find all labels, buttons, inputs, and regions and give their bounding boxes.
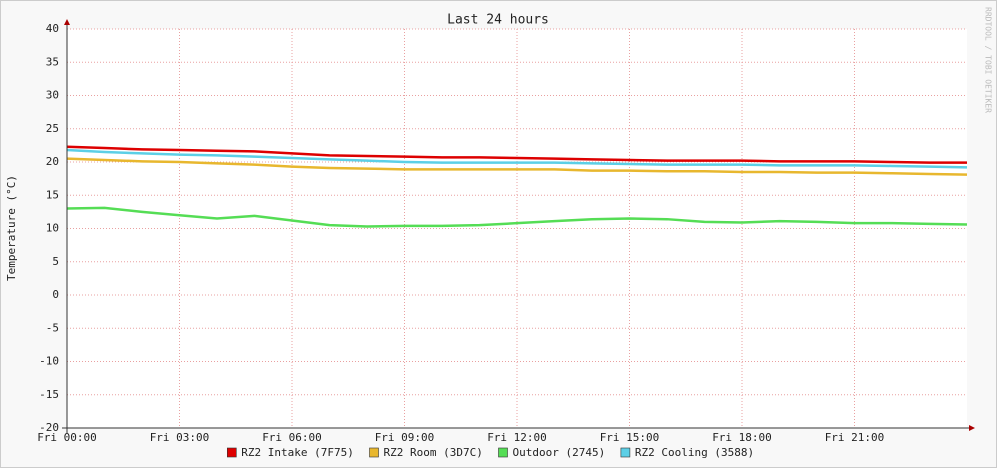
legend: RZ2 Intake (7F75) RZ2 Room (3D7C) Outdoor … (227, 446, 754, 459)
x-tick-label: Fri 15:00 (600, 431, 660, 444)
y-tick-label: 20 (46, 155, 59, 168)
legend-swatch (620, 447, 631, 458)
lines (66, 145, 968, 228)
y-axis-label: Temperature (°C) (5, 175, 18, 281)
legend-label: Outdoor (2745) (513, 446, 606, 459)
legend-swatch (227, 447, 237, 458)
grid (66, 28, 967, 429)
y-tick-label: 30 (46, 89, 59, 102)
series-line (66, 145, 967, 164)
x-arrow (969, 425, 975, 431)
y-tick-label: -20 (39, 421, 59, 434)
legend-label: RZ2 Room (3D7C) (384, 446, 483, 459)
legend-swatch (498, 447, 508, 458)
x-tick-label: Fri 03:00 (150, 431, 210, 444)
series-line (66, 206, 968, 228)
y-tick-label: -10 (39, 355, 59, 368)
y-tick-label: -5 (46, 321, 59, 334)
x-tick-label: Fri 00:00 (37, 431, 97, 444)
x-tick-label: Fri 12:00 (487, 431, 547, 444)
x-tick-label: Fri 21:00 (825, 431, 885, 444)
legend-swatch (369, 447, 379, 458)
y-tick-label: 25 (46, 122, 59, 135)
y-tick-label: 5 (52, 255, 59, 268)
y-tick-label: 40 (46, 22, 59, 35)
y-tick-label: -15 (39, 388, 59, 401)
y-tick-label: 10 (46, 222, 59, 235)
series-line (66, 148, 968, 169)
x-tick-label: Fri 09:00 (375, 431, 435, 444)
chart-title: Last 24 hours (447, 13, 549, 28)
x-tick-label: Fri 06:00 (262, 431, 322, 444)
y-tick-label: 35 (46, 55, 59, 68)
y-tick-label: 15 (46, 188, 59, 201)
y-arrow (64, 19, 70, 25)
y-tick-label: 0 (52, 288, 59, 301)
watermark: RRDTOOL / TOBI OETIKER (984, 7, 993, 113)
legend-label: RZ2 Intake (7F75) (241, 446, 354, 459)
x-tick-label: Fri 18:00 (712, 431, 772, 444)
series-line (66, 157, 968, 176)
legend-label: RZ2 Cooling (3588) (635, 446, 754, 459)
